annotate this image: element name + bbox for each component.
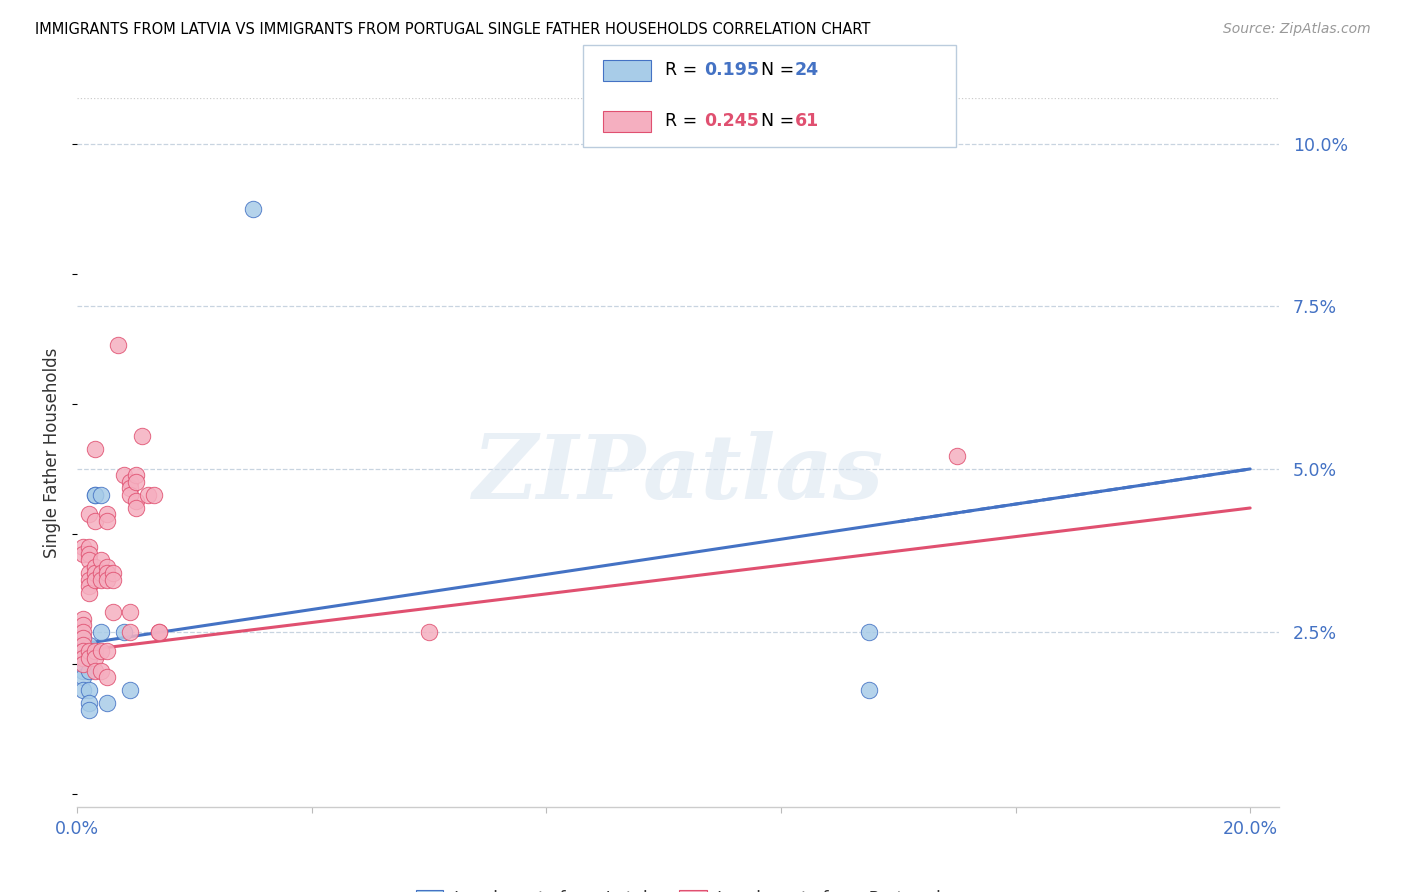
Point (72, 624, 94, 639)
Point (84, 644, 107, 658)
Text: 61: 61 (794, 112, 818, 130)
Text: 0.195: 0.195 (704, 62, 759, 79)
Point (120, 683, 142, 698)
Point (72, 631, 94, 645)
Point (77, 644, 100, 658)
Point (120, 482, 142, 496)
Point (120, 624, 142, 639)
Point (125, 468, 148, 483)
Point (72, 547, 94, 561)
Point (96, 508, 118, 522)
Point (946, 449, 969, 463)
Point (77, 644, 100, 658)
Point (148, 624, 170, 639)
Point (96, 566, 118, 580)
Point (72, 683, 94, 698)
Text: 0.245: 0.245 (704, 112, 759, 130)
Point (72, 657, 94, 672)
Point (858, 683, 880, 698)
Point (418, 624, 440, 639)
Point (136, 488, 159, 502)
Point (90, 644, 112, 658)
Point (84, 650, 107, 665)
Point (77, 703, 100, 717)
Point (72, 670, 94, 684)
Point (77, 540, 100, 554)
Point (77, 683, 100, 698)
Point (72, 644, 94, 658)
Point (142, 488, 165, 502)
Point (96, 573, 118, 587)
Point (72, 611, 94, 625)
Text: ZIPatlas: ZIPatlas (472, 431, 884, 517)
Point (90, 488, 112, 502)
Text: R =: R = (665, 62, 703, 79)
Text: N =: N = (761, 112, 800, 130)
Point (242, 202, 264, 216)
Point (90, 624, 112, 639)
Point (77, 508, 100, 522)
Point (96, 514, 118, 528)
Point (72, 650, 94, 665)
Point (96, 644, 118, 658)
Point (96, 670, 118, 684)
Point (84, 488, 107, 502)
Point (77, 547, 100, 561)
Point (96, 559, 118, 574)
Point (101, 573, 124, 587)
Text: IMMIGRANTS FROM LATVIA VS IMMIGRANTS FROM PORTUGAL SINGLE FATHER HOUSEHOLDS CORR: IMMIGRANTS FROM LATVIA VS IMMIGRANTS FRO… (35, 22, 870, 37)
Point (84, 566, 107, 580)
Point (72, 540, 94, 554)
Point (84, 573, 107, 587)
Point (77, 638, 100, 652)
Point (125, 475, 148, 489)
Point (72, 650, 94, 665)
Point (120, 605, 142, 619)
Point (72, 657, 94, 672)
Point (112, 624, 135, 639)
Point (72, 618, 94, 632)
Point (84, 664, 107, 678)
Point (107, 338, 129, 352)
Point (77, 553, 100, 567)
Text: N =: N = (761, 62, 800, 79)
Point (120, 475, 142, 489)
Text: Source: ZipAtlas.com: Source: ZipAtlas.com (1223, 22, 1371, 37)
Point (72, 638, 94, 652)
Point (72, 664, 94, 678)
Point (90, 566, 112, 580)
Point (90, 664, 112, 678)
Point (72, 631, 94, 645)
Legend: Immigrants from Latvia, Immigrants from Portugal: Immigrants from Latvia, Immigrants from … (409, 883, 948, 892)
Point (96, 696, 118, 710)
Point (101, 605, 124, 619)
Point (125, 494, 148, 508)
Point (72, 644, 94, 658)
Y-axis label: Single Father Households: Single Father Households (44, 348, 62, 558)
Point (90, 553, 112, 567)
Point (77, 664, 100, 678)
Point (101, 566, 124, 580)
Point (112, 468, 135, 483)
Point (77, 566, 100, 580)
Point (120, 488, 142, 502)
Point (77, 650, 100, 665)
Point (858, 624, 880, 639)
Point (84, 514, 107, 528)
Point (77, 585, 100, 599)
Point (148, 624, 170, 639)
Point (84, 442, 107, 457)
Point (131, 429, 153, 443)
Point (77, 573, 100, 587)
Point (84, 559, 107, 574)
Point (125, 500, 148, 515)
Text: 24: 24 (794, 62, 818, 79)
Point (84, 488, 107, 502)
Point (77, 696, 100, 710)
Text: R =: R = (665, 112, 703, 130)
Point (77, 579, 100, 593)
Point (90, 573, 112, 587)
Point (77, 650, 100, 665)
